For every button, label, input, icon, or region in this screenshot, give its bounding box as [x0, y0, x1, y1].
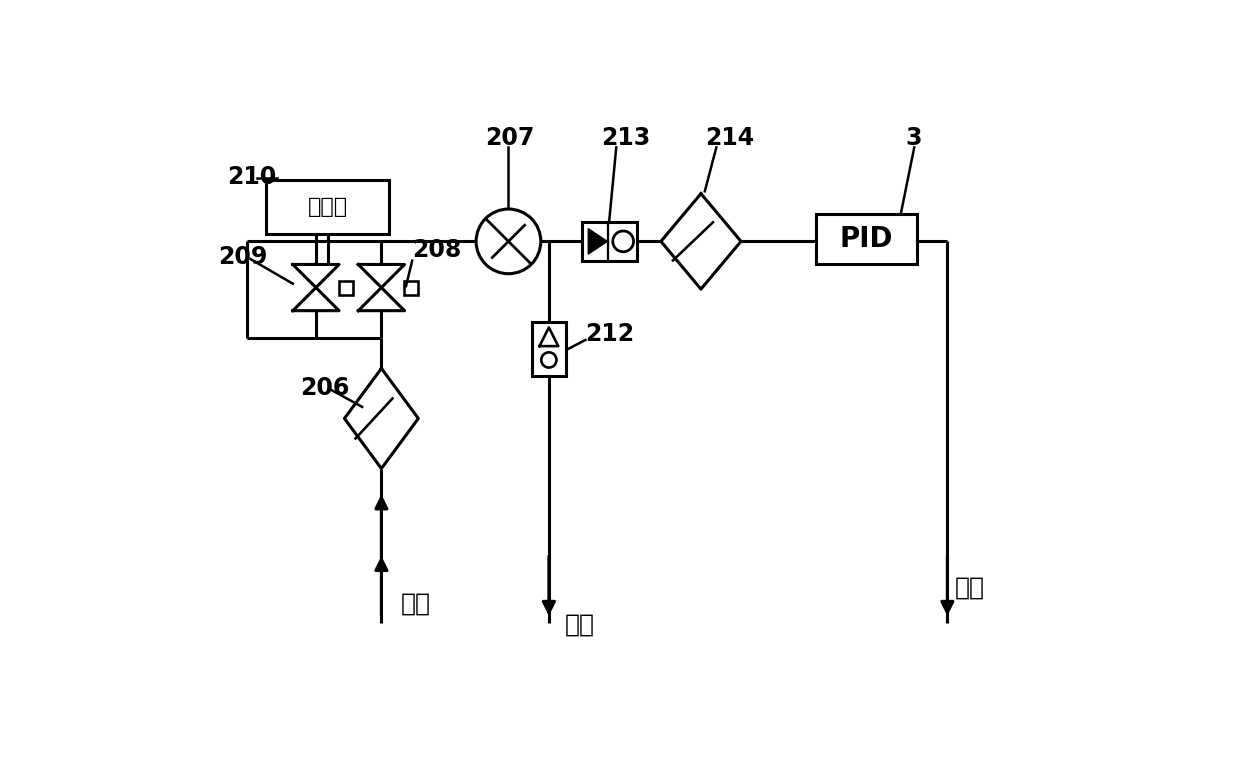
Text: 214: 214: [704, 126, 754, 150]
Polygon shape: [358, 264, 404, 288]
Bar: [339, 281, 353, 295]
Circle shape: [541, 352, 557, 368]
Bar: [404, 281, 418, 295]
Bar: [816, 214, 916, 264]
Text: 冷凝器: 冷凝器: [308, 196, 347, 216]
Text: 212: 212: [585, 322, 635, 346]
Text: 213: 213: [601, 126, 650, 150]
Text: 208: 208: [412, 238, 461, 262]
Polygon shape: [293, 264, 339, 288]
Polygon shape: [661, 193, 742, 289]
Circle shape: [613, 231, 634, 252]
Bar: [265, 180, 389, 233]
Text: 进气: 进气: [401, 591, 430, 615]
Bar: [582, 222, 637, 261]
Text: PID: PID: [839, 226, 893, 254]
Bar: [532, 322, 567, 376]
Polygon shape: [588, 229, 608, 254]
Polygon shape: [345, 369, 418, 468]
Circle shape: [476, 209, 541, 274]
Text: 210: 210: [227, 165, 277, 189]
Text: 排气: 排气: [955, 576, 985, 600]
Text: 207: 207: [485, 126, 534, 150]
Text: 排气: 排气: [564, 613, 594, 637]
Text: 3: 3: [905, 126, 921, 150]
Polygon shape: [293, 288, 339, 311]
Text: 206: 206: [300, 376, 350, 400]
Polygon shape: [358, 288, 404, 311]
Text: 209: 209: [218, 246, 268, 270]
